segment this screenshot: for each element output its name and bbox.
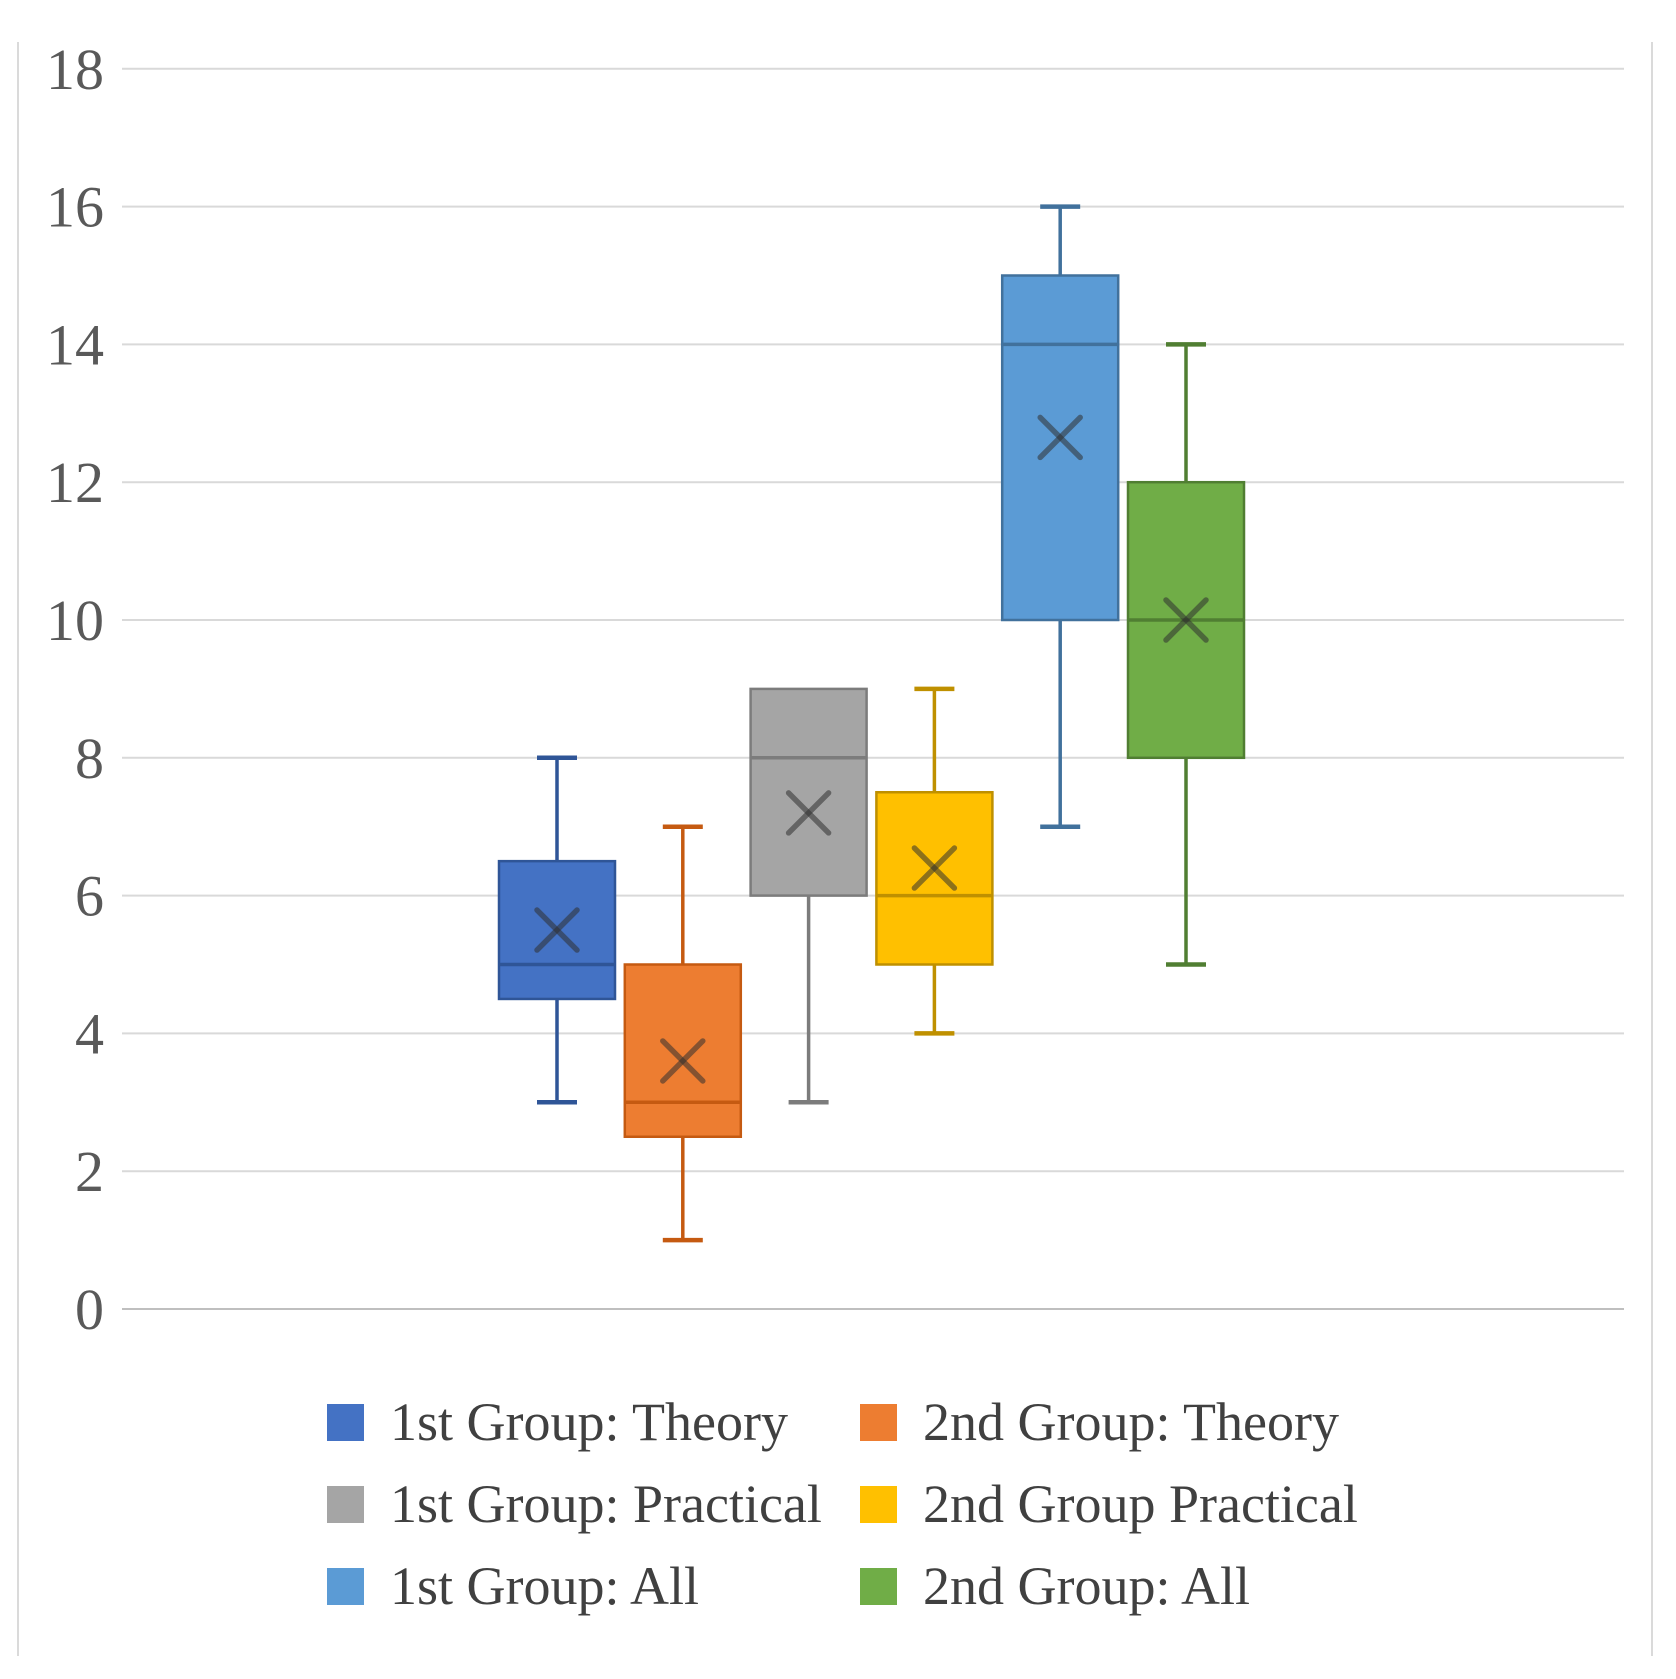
- boxplot-2nd-group-practical: [875, 686, 994, 1036]
- mean-marker-stroke-2: [660, 1038, 706, 1084]
- mean-marker-stroke-2: [911, 845, 958, 891]
- chart-border-right: [1651, 42, 1653, 1656]
- y-tick-label-10: 10: [46, 588, 104, 653]
- y-tick-label-8: 8: [75, 726, 104, 791]
- mean-marker: [660, 1038, 706, 1084]
- gridlines: [122, 67, 1624, 1310]
- y-tick-label-14: 14: [46, 312, 104, 377]
- y-tick-label-0: 0: [75, 1277, 104, 1342]
- mean-marker-stroke-2: [534, 907, 580, 953]
- y-tick-label-16: 16: [46, 175, 104, 240]
- mean-marker: [785, 790, 832, 836]
- y-tick-label-2: 2: [75, 1139, 104, 1204]
- iqr-box: [749, 687, 868, 897]
- boxplot-2nd-group-theory: [623, 824, 743, 1243]
- y-tick-label-12: 12: [46, 450, 104, 515]
- iqr-box: [623, 963, 743, 1138]
- mean-marker: [1037, 414, 1083, 461]
- y-axis-tick-labels: 0 2 4 6 8 10 12 14 16 18: [46, 37, 104, 1342]
- chart-border-left: [17, 42, 19, 1656]
- mean-marker: [534, 907, 580, 953]
- iqr-box: [875, 791, 994, 966]
- y-tick-label-18: 18: [46, 37, 104, 102]
- mean-marker: [1163, 597, 1209, 643]
- iqr-box: [1000, 274, 1120, 622]
- boxplot-2nd-group-all: [1126, 342, 1246, 967]
- mean-marker: [911, 845, 958, 891]
- boxplot-1st-group-all: [1000, 204, 1120, 829]
- boxplot-1st-group-theory: [497, 755, 617, 1105]
- mean-marker-stroke-2: [1163, 597, 1209, 643]
- boxplot-1st-group-practical: [749, 687, 868, 1105]
- y-tick-label-6: 6: [75, 864, 104, 929]
- mean-marker-stroke-2: [1037, 414, 1083, 461]
- mean-marker-stroke-2: [785, 790, 832, 836]
- y-tick-label-4: 4: [75, 1001, 104, 1066]
